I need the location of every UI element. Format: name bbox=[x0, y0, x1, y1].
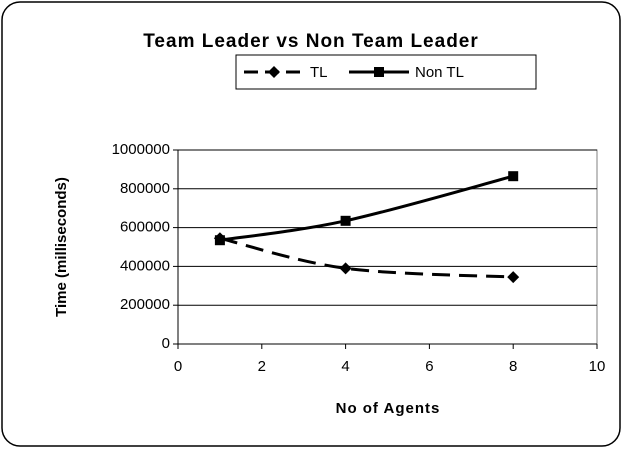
marker bbox=[339, 262, 352, 275]
marker bbox=[508, 171, 519, 182]
y-tick-label: 400000 bbox=[120, 257, 170, 274]
y-tick-label: 600000 bbox=[120, 219, 170, 236]
chart-title: Team Leader vs Non Team Leader bbox=[143, 31, 479, 52]
x-tick-label: 10 bbox=[589, 358, 606, 375]
marker bbox=[340, 215, 351, 226]
y-tick-label: 800000 bbox=[120, 180, 170, 197]
x-tick-label: 0 bbox=[174, 358, 182, 375]
legend-marker bbox=[374, 67, 384, 77]
y-tick-label: 0 bbox=[162, 335, 170, 352]
x-tick-label: 4 bbox=[341, 358, 349, 375]
x-tick-label: 6 bbox=[425, 358, 433, 375]
y-tick-label: 1000000 bbox=[112, 141, 170, 158]
x-axis-label: No of Agents bbox=[336, 400, 441, 417]
x-tick-label: 8 bbox=[509, 358, 517, 375]
legend-label: TL bbox=[310, 64, 328, 81]
y-tick-label: 200000 bbox=[120, 296, 170, 313]
legend-label: Non TL bbox=[415, 64, 464, 81]
marker bbox=[214, 235, 225, 246]
series-line bbox=[219, 236, 514, 279]
x-tick-label: 2 bbox=[258, 358, 266, 375]
marker bbox=[507, 271, 520, 284]
chart-frame bbox=[1, 1, 621, 447]
y-axis-label: Time (milliseconds) bbox=[53, 177, 70, 317]
legend-marker bbox=[268, 66, 280, 78]
